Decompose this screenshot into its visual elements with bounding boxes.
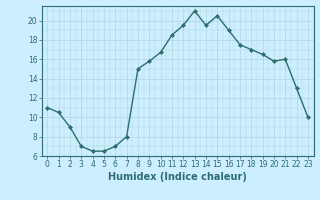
X-axis label: Humidex (Indice chaleur): Humidex (Indice chaleur) [108,172,247,182]
